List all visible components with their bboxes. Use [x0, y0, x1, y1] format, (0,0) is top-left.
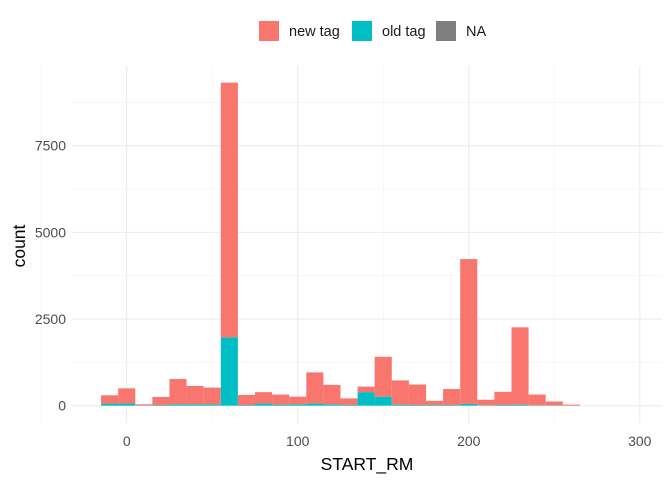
bar-old-tag	[358, 392, 375, 406]
bar-new-tag	[306, 372, 323, 403]
bar-new-tag	[426, 401, 443, 405]
y-tick-label: 2500	[35, 311, 66, 327]
bar-old-tag	[323, 404, 340, 405]
legend: new tag old tag NA	[259, 21, 486, 41]
bar-new-tag	[204, 388, 221, 405]
bar-old-tag	[460, 404, 477, 406]
bar-new-tag	[375, 357, 392, 397]
bar-old-tag	[426, 405, 443, 406]
bar-old-tag	[392, 405, 409, 406]
y-tick-label: 5000	[35, 224, 66, 240]
legend-item-na: NA	[436, 21, 486, 41]
bar-old-tag	[169, 404, 186, 405]
bar-old-tag	[118, 404, 135, 406]
legend-item-old-tag: old tag	[352, 21, 426, 41]
bar-new-tag	[152, 397, 169, 405]
legend-label-na: NA	[466, 24, 486, 40]
bar-new-tag	[289, 397, 306, 405]
bar-old-tag	[221, 337, 238, 405]
y-tick-label: 0	[58, 398, 66, 414]
bar-old-tag	[494, 405, 511, 406]
bar-new-tag	[546, 402, 563, 406]
bar-old-tag	[238, 405, 255, 406]
bar-new-tag	[409, 385, 426, 405]
bar-new-tag	[101, 395, 118, 403]
bar-new-tag	[358, 387, 375, 393]
bar-old-tag	[512, 405, 529, 406]
bar-new-tag	[477, 400, 494, 406]
bar-old-tag	[340, 405, 357, 406]
bar-old-tag	[187, 404, 204, 405]
x-tick-label: 100	[286, 433, 310, 449]
bar-new-tag	[443, 389, 460, 405]
bar-old-tag	[375, 397, 392, 406]
grid-layer	[41, 66, 662, 423]
bar-old-tag	[255, 404, 272, 406]
bar-new-tag	[529, 395, 546, 406]
bar-new-tag	[169, 379, 186, 404]
bar-new-tag	[118, 388, 135, 403]
legend-key-old-tag	[352, 21, 372, 41]
bar-old-tag	[204, 404, 221, 405]
x-axis-title: START_RM	[321, 454, 414, 475]
bar-new-tag	[255, 392, 272, 403]
bar-new-tag	[221, 83, 238, 338]
bar-new-tag	[323, 385, 340, 404]
y-tick-label: 7500	[35, 138, 66, 154]
x-tick-label: 0	[123, 433, 131, 449]
x-tick-label: 200	[457, 433, 481, 449]
bar-new-tag	[494, 392, 511, 405]
bar-old-tag	[306, 404, 323, 406]
bar-old-tag	[443, 405, 460, 406]
bar-old-tag	[152, 405, 169, 406]
bar-new-tag	[272, 395, 289, 405]
bar-old-tag	[272, 405, 289, 406]
bar-new-tag	[512, 327, 529, 404]
bar-new-tag	[238, 395, 255, 405]
y-axis-title: count	[9, 224, 29, 267]
bar-new-tag	[340, 398, 357, 405]
bar-old-tag	[289, 404, 306, 405]
legend-label-old-tag: old tag	[382, 24, 426, 40]
legend-key-na	[436, 21, 456, 41]
bar-new-tag	[563, 405, 580, 406]
bar-new-tag	[392, 380, 409, 404]
bar-old-tag	[101, 404, 118, 406]
bar-old-tag	[409, 405, 426, 406]
x-tick-label: 300	[628, 433, 652, 449]
legend-label-new-tag: new tag	[289, 24, 340, 40]
bar-new-tag	[187, 386, 204, 404]
legend-key-new-tag	[259, 21, 279, 41]
bar-layer	[101, 83, 580, 406]
bar-new-tag	[460, 259, 477, 404]
bar-new-tag	[135, 404, 152, 405]
legend-item-new-tag: new tag	[259, 21, 340, 41]
